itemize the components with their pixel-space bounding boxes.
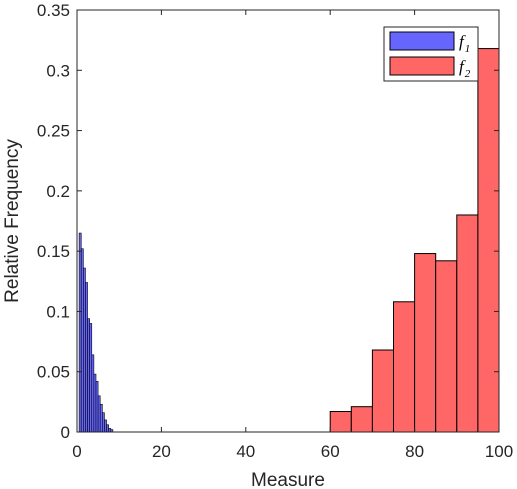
x-axis-ticks: 0 20 40 60 80 100 — [72, 10, 513, 461]
bar-f1-14 — [108, 428, 112, 433]
bar-f1-1 — [80, 248, 84, 433]
legend-swatch-f1 — [389, 31, 455, 51]
bar-f2-1 — [350, 406, 373, 433]
axes-frame — [76, 9, 500, 433]
x-tick-label: 0 — [72, 442, 81, 461]
bar-f2-2 — [371, 349, 394, 433]
y-tick-label: 0.05 — [37, 363, 70, 382]
bar-f2-0 — [329, 411, 352, 433]
bar-f1-3 — [85, 282, 88, 433]
legend-swatch-f2 — [389, 56, 455, 76]
x-axis-label: Measure — [251, 470, 325, 489]
bar-f1-11 — [102, 412, 105, 433]
bar-f1-10 — [99, 403, 103, 433]
y-tick-label: 0.35 — [37, 1, 70, 20]
bar-f1-9 — [97, 395, 101, 433]
y-tick-label: 0.25 — [37, 122, 70, 141]
bar-f1-2 — [83, 267, 86, 433]
bar-f1-6 — [91, 354, 95, 433]
y-tick-label: 0.15 — [37, 242, 70, 261]
x-tick-label: 40 — [236, 442, 255, 461]
x-tick-label: 20 — [152, 442, 171, 461]
y-tick-label: 0.1 — [46, 302, 70, 321]
bar-f1-12 — [104, 419, 107, 433]
bar-f2-7 — [477, 48, 500, 433]
bar-f2-3 — [393, 301, 416, 433]
legend-label-f2: f2 — [459, 57, 471, 80]
bars-group — [78, 48, 500, 433]
bar-f1-4 — [87, 318, 90, 433]
bar-f2-4 — [414, 253, 437, 433]
bar-f1-13 — [106, 424, 109, 433]
bar-f1-8 — [95, 381, 99, 433]
y-tick-label: 0 — [61, 423, 70, 442]
x-tick-label: 100 — [485, 442, 513, 461]
y-tick-label: 0.2 — [46, 182, 70, 201]
y-axis-label: Relative Frequency — [2, 139, 23, 303]
bar-f2-5 — [435, 260, 458, 433]
bar-f1-7 — [93, 373, 97, 433]
bar-f1-5 — [89, 323, 93, 433]
y-tick-label: 0.3 — [46, 61, 70, 80]
bar-f2-6 — [456, 214, 479, 433]
x-tick-label: 80 — [405, 442, 424, 461]
y-axis-ticks: 0 0.05 0.1 0.15 0.2 0.25 0.3 0.35 — [37, 1, 499, 442]
legend-label-f1: f1 — [459, 32, 470, 55]
x-tick-label: 60 — [321, 442, 340, 461]
bar-f1-0 — [78, 232, 82, 433]
